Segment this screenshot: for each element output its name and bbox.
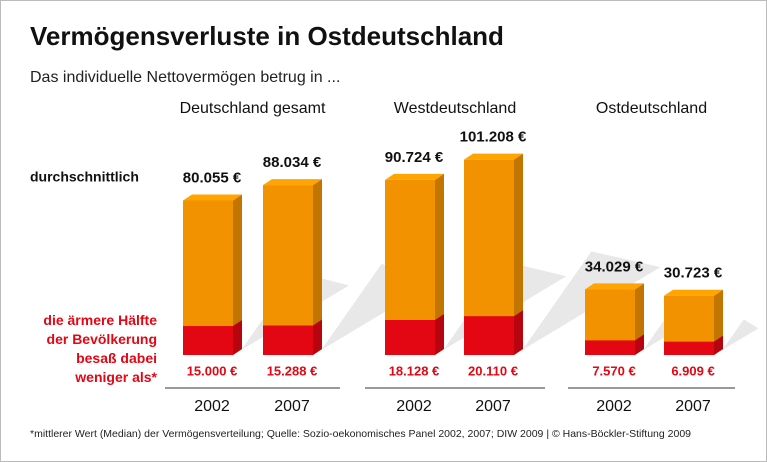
bar-side <box>233 194 242 355</box>
value-label: 18.128 € <box>389 363 440 378</box>
value-label: 15.000 € <box>187 363 238 378</box>
series-label: durchschnittlich <box>30 169 139 185</box>
value-label: 30.723 € <box>664 265 723 282</box>
x-tick-label: 2002 <box>396 398 432 415</box>
bar <box>263 325 313 355</box>
bar-side <box>313 319 322 355</box>
value-label: 7.570 € <box>592 363 635 378</box>
bar <box>385 320 435 355</box>
value-label: 101.208 € <box>460 129 527 146</box>
value-label: 20.110 € <box>468 363 518 378</box>
bar-side <box>714 335 723 355</box>
bar-side <box>635 334 644 355</box>
group-label: Ostdeutschland <box>596 100 707 117</box>
bar-side <box>435 314 444 355</box>
bar-top <box>183 194 242 201</box>
group-label: Deutschland gesamt <box>180 100 326 117</box>
series-label: die ärmere Hälfte der Bevölkerung besaß … <box>43 312 157 385</box>
bar-top <box>263 179 322 186</box>
value-label: 88.034 € <box>263 154 322 171</box>
value-label: 80.055 € <box>183 169 242 186</box>
x-tick-label: 2007 <box>675 398 711 415</box>
footnote: *mittlerer Wert (Median) der Vermögensve… <box>30 428 691 440</box>
bar <box>664 341 714 355</box>
bar-top <box>585 283 644 290</box>
bar <box>464 316 514 355</box>
bar-side <box>514 310 523 355</box>
value-label: 6.909 € <box>671 363 714 378</box>
bar <box>585 340 635 355</box>
value-label: 15.288 € <box>267 363 318 378</box>
bar-side <box>435 173 444 355</box>
bar-side <box>313 179 322 355</box>
value-label: 34.029 € <box>585 258 644 275</box>
x-tick-label: 2007 <box>475 398 511 415</box>
bar-side <box>233 320 242 355</box>
bar <box>183 326 233 355</box>
bar-top <box>385 173 444 180</box>
chart-subtitle: Das individuelle Nettovermögen betrug in… <box>30 69 340 86</box>
x-tick-label: 2007 <box>274 398 310 415</box>
x-tick-label: 2002 <box>596 398 632 415</box>
bar-shadow <box>714 319 759 355</box>
value-label: 90.724 € <box>385 149 444 166</box>
bar-top <box>464 153 523 160</box>
group-label: Westdeutschland <box>394 100 516 117</box>
bar-top <box>664 289 723 296</box>
bar-side <box>514 153 523 355</box>
x-tick-label: 2002 <box>194 398 230 415</box>
chart-title: Vermögensverluste in Ostdeutschland <box>30 21 504 51</box>
